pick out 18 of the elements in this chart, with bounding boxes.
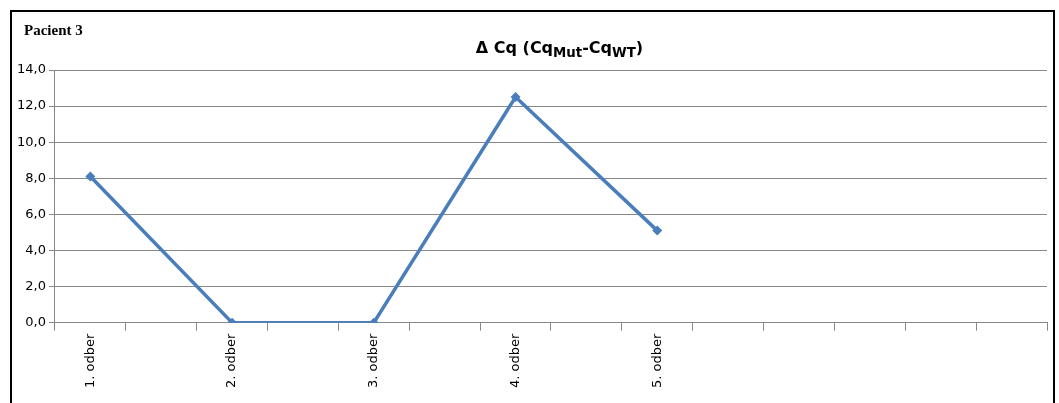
chart-subtitle: Pacient 3 (24, 22, 83, 39)
y-tick-label: 10,0 (16, 133, 46, 149)
y-tick-label: 6,0 (25, 205, 46, 221)
x-tick-label: 5. odber (648, 333, 664, 389)
point (652, 225, 663, 236)
chart-title: Δ Cq (Cq$_{Mut}$-Cq$_{WT}$) (474, 38, 644, 61)
x-tick-label: 3. odber (365, 333, 381, 389)
y-tick-label: 4,0 (25, 241, 46, 257)
point (510, 92, 521, 103)
x-tick-label: 4. odber (506, 333, 522, 389)
x-tick-label: 1. odber (81, 333, 97, 389)
y-tick-label: 14,0 (16, 61, 46, 77)
point (85, 171, 96, 182)
x-tick-label: 2. odber (223, 333, 239, 389)
y-tick-label: 0,0 (25, 314, 46, 330)
y-tick-label: 8,0 (25, 169, 46, 185)
y-tick-label: 12,0 (16, 97, 46, 113)
y-tick-label: 2,0 (25, 277, 46, 293)
